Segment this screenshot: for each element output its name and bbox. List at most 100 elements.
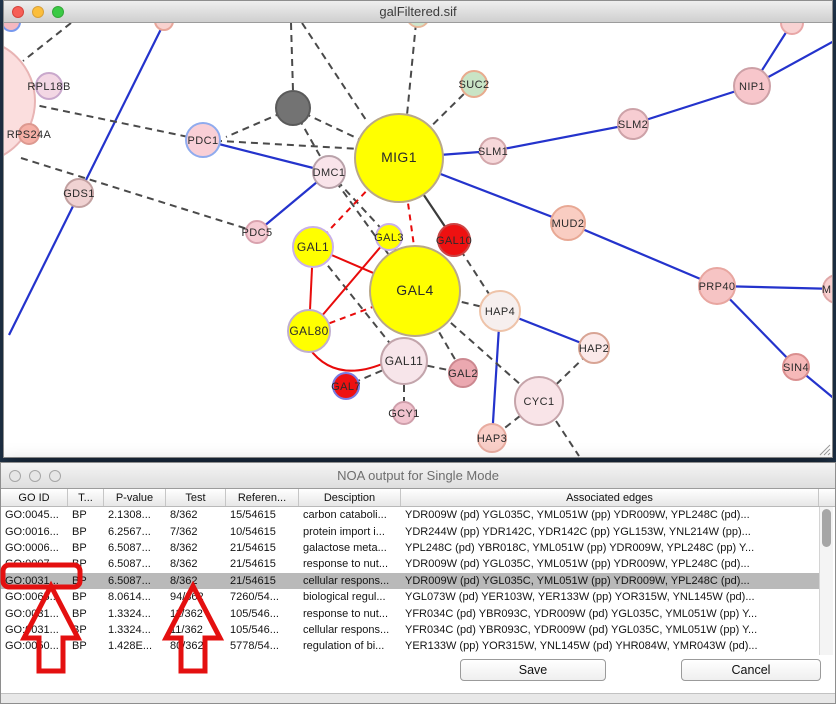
node-SUC2[interactable]: SUC2 [459, 70, 490, 98]
node-GAL2[interactable]: GAL2 [448, 358, 478, 388]
node-unlabeled[interactable] [4, 23, 21, 32]
graph-edge[interactable] [308, 290, 416, 332]
column-header-t-[interactable]: T... [68, 489, 104, 506]
graph-edge[interactable] [716, 284, 832, 290]
table-cell[interactable]: BP [72, 623, 87, 636]
zoom-button[interactable] [49, 469, 61, 482]
table-cell[interactable]: 8/362 [170, 509, 198, 522]
graph-edge[interactable] [301, 23, 369, 124]
table-cell[interactable]: regulation of bi... [303, 640, 385, 653]
table-scrollbar[interactable] [819, 507, 833, 655]
node-GAL7[interactable]: GAL7 [331, 372, 361, 400]
table-cell[interactable]: response to nut... [303, 558, 388, 571]
graph-edge[interactable] [492, 122, 634, 153]
graph-edge[interactable] [290, 23, 294, 92]
node-PDC1[interactable]: PDC1 [185, 122, 221, 158]
node-GDS1[interactable]: GDS1 [63, 178, 95, 208]
table-cell[interactable]: 8/362 [170, 574, 198, 587]
node-unlabeled[interactable] [780, 23, 804, 35]
table-cell[interactable]: 21/54615 [230, 558, 276, 571]
graph-edge[interactable] [202, 138, 330, 174]
table-cell[interactable]: YGL073W (pd) YER103W, YER133W (pp) YOR31… [405, 591, 755, 604]
node-unlabeled[interactable] [154, 23, 174, 31]
table-cell[interactable]: BP [72, 525, 87, 538]
table-row[interactable]: GO:0007... BP 6.5087... 8/362 21/54615 respon… [1, 556, 821, 573]
table-cell[interactable]: 6.5087... [108, 541, 151, 554]
table-cell[interactable]: GO:0031... [5, 574, 59, 587]
table-cell[interactable]: galactose meta... [303, 541, 387, 554]
node-GAL80[interactable]: GAL80 [287, 309, 331, 353]
table-cell[interactable]: 1.3324... [108, 623, 151, 636]
table-cell[interactable]: 105/546... [230, 623, 279, 636]
graph-edge[interactable] [490, 310, 502, 439]
close-button[interactable] [12, 5, 24, 18]
table-cell[interactable]: GO:0065... [5, 591, 59, 604]
node-GAL11[interactable]: GAL11 [380, 337, 428, 385]
table-cell[interactable]: 5778/54... [230, 640, 279, 653]
column-header-desciption[interactable]: Desciption [299, 489, 401, 506]
graph-edge[interactable] [308, 347, 383, 372]
node-DMC1[interactable]: DMC1 [312, 155, 346, 189]
table-cell[interactable]: 21/54615 [230, 541, 276, 554]
table-cell[interactable]: 7260/54... [230, 591, 279, 604]
table-row[interactable]: GO:0031... BP 1.3324... 11/362 105/546... res… [1, 605, 821, 622]
column-header-associated-edges[interactable]: Associated edges [401, 489, 819, 506]
table-cell[interactable]: BP [72, 607, 87, 620]
node-RPS24A[interactable]: RPS24A [7, 123, 52, 145]
noa-window-titlebar[interactable]: NOA output for Single Mode [1, 463, 835, 489]
column-header-p-value[interactable]: P-value [104, 489, 166, 506]
graph-edge[interactable] [20, 157, 258, 233]
table-cell[interactable]: BP [72, 640, 87, 653]
table-cell[interactable]: BP [72, 574, 87, 587]
graph-edge[interactable] [202, 139, 362, 150]
node-RPL18B[interactable]: RPL18B [27, 72, 70, 100]
table-row[interactable]: GO:0050... BP 1.428E... 80/362 5778/54... reg… [1, 638, 821, 655]
table-cell[interactable]: 105/546... [230, 607, 279, 620]
graph-edge[interactable] [632, 84, 753, 126]
table-cell[interactable]: 10/54615 [230, 525, 276, 538]
node-GAL3[interactable]: GAL3 [374, 223, 404, 251]
table-cell[interactable]: 1.428E... [108, 640, 153, 653]
table-cell[interactable]: 7/362 [170, 525, 198, 538]
table-cell[interactable]: carbon cataboli... [303, 509, 387, 522]
minimize-button[interactable] [32, 5, 44, 18]
table-cell[interactable]: YPL248C (pd) YBR018C, YML051W (pp) YDR00… [405, 541, 755, 554]
column-header-test[interactable]: Test [166, 489, 226, 506]
column-header-referen-[interactable]: Referen... [226, 489, 299, 506]
graph-edge[interactable] [22, 23, 72, 62]
table-cell[interactable]: BP [72, 558, 87, 571]
table-cell[interactable]: 11/362 [170, 623, 203, 636]
graph-edge[interactable] [15, 100, 204, 141]
node-MSL1[interactable]: MSL1 [822, 274, 832, 304]
cancel-button[interactable]: Cancel [681, 659, 821, 681]
table-cell[interactable]: 2.1308... [108, 509, 151, 522]
node-SIN4[interactable]: SIN4 [782, 353, 810, 381]
table-cell[interactable]: YDR009W (pd) YGL035C, YML051W (pp) YDR00… [405, 558, 750, 571]
table-cell[interactable]: 80/362 [170, 640, 204, 653]
table-cell[interactable]: YDR244W (pp) YDR142C, YDR142C (pp) YGL15… [405, 525, 751, 538]
save-button[interactable]: Save [460, 659, 606, 681]
column-header-go-id[interactable]: GO ID [1, 489, 68, 506]
node-HAP4[interactable]: HAP4 [479, 290, 521, 332]
graph-edge[interactable] [406, 23, 417, 116]
table-cell[interactable]: cellular respons... [303, 574, 390, 587]
node-HAP2[interactable]: HAP2 [578, 332, 610, 364]
table-row[interactable]: GO:0045... BP 2.1308... 8/362 15/54615 carbon… [1, 507, 821, 524]
table-cell[interactable]: BP [72, 541, 87, 554]
network-window-titlebar[interactable]: galFiltered.sif [4, 1, 832, 23]
table-row[interactable]: GO:0006... BP 6.5087... 8/362 21/54615 galact… [1, 539, 821, 557]
table-cell[interactable]: 6.5087... [108, 558, 151, 571]
network-canvas[interactable]: RPL18B RPS24A GDS1 PDC1 PDC5 MIG1 SUC2 SLM1 DMC1… [4, 23, 832, 457]
table-cell[interactable]: YFR034C (pd) YBR093C, YDR009W (pd) YGL03… [405, 607, 758, 620]
table-cell[interactable]: YDR009W (pd) YGL035C, YML051W (pp) YDR00… [405, 574, 750, 587]
table-cell[interactable]: 6.5087... [108, 574, 151, 587]
table-cell[interactable]: 8/362 [170, 541, 198, 554]
table-cell[interactable]: GO:0031... [5, 607, 59, 620]
table-cell[interactable]: YER133W (pp) YOR315W, YNL145W (pd) YHR08… [405, 640, 758, 653]
node-GAL1[interactable]: GAL1 [292, 226, 334, 268]
node-MUD2[interactable]: MUD2 [550, 205, 586, 241]
table-cell[interactable]: 11/362 [170, 607, 203, 620]
table-cell[interactable]: GO:0007... [5, 558, 59, 571]
table-cell[interactable]: YDR009W (pd) YGL035C, YML051W (pp) YDR00… [405, 509, 750, 522]
table-cell[interactable]: BP [72, 591, 87, 604]
